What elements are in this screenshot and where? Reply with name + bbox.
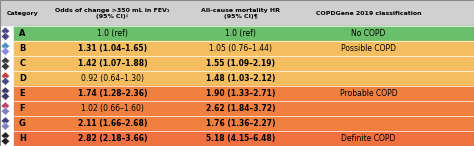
Text: Definite COPD: Definite COPD: [341, 134, 396, 143]
Polygon shape: [1, 122, 9, 130]
Text: 2.11 (1.66–2.68): 2.11 (1.66–2.68): [78, 119, 147, 128]
Polygon shape: [1, 77, 9, 85]
Text: 1.02 (0.66–1.60): 1.02 (0.66–1.60): [81, 104, 144, 113]
Polygon shape: [1, 92, 9, 100]
Polygon shape: [1, 57, 9, 65]
Text: A: A: [19, 29, 26, 38]
Text: G: G: [19, 119, 26, 128]
Text: H: H: [19, 134, 26, 143]
FancyBboxPatch shape: [14, 86, 474, 101]
Text: 1.0 (ref): 1.0 (ref): [225, 29, 256, 38]
Polygon shape: [1, 132, 9, 140]
Text: 5.18 (4.15–6.48): 5.18 (4.15–6.48): [206, 134, 275, 143]
Text: 1.76 (1.36–2.27): 1.76 (1.36–2.27): [206, 119, 275, 128]
Polygon shape: [1, 107, 9, 115]
Polygon shape: [1, 32, 9, 40]
Text: Odds of change >350 mL in FEV₁
(95% CI)♯: Odds of change >350 mL in FEV₁ (95% CI)♯: [55, 7, 170, 19]
Text: 1.48 (1.03–2.12): 1.48 (1.03–2.12): [206, 74, 275, 83]
Text: E: E: [20, 89, 25, 98]
Polygon shape: [1, 102, 9, 110]
FancyBboxPatch shape: [14, 41, 474, 56]
Text: Probable COPD: Probable COPD: [340, 89, 397, 98]
Text: 1.74 (1.28–2.36): 1.74 (1.28–2.36): [78, 89, 147, 98]
FancyBboxPatch shape: [14, 116, 474, 131]
FancyBboxPatch shape: [14, 56, 474, 71]
Text: Possible COPD: Possible COPD: [341, 44, 396, 53]
Text: C: C: [19, 59, 26, 68]
Text: 1.0 (ref): 1.0 (ref): [97, 29, 128, 38]
Polygon shape: [1, 62, 9, 70]
Text: No COPD: No COPD: [351, 29, 386, 38]
Text: COPDGene 2019 classification: COPDGene 2019 classification: [316, 11, 421, 16]
Text: Category: Category: [7, 11, 38, 16]
Text: 1.31 (1.04–1.65): 1.31 (1.04–1.65): [78, 44, 147, 53]
Text: 1.55 (1.09–2.19): 1.55 (1.09–2.19): [206, 59, 275, 68]
FancyBboxPatch shape: [14, 101, 474, 116]
Text: D: D: [19, 74, 26, 83]
Polygon shape: [1, 72, 9, 80]
Text: F: F: [20, 104, 25, 113]
Text: 2.82 (2.18–3.66): 2.82 (2.18–3.66): [78, 134, 147, 143]
Text: B: B: [19, 44, 26, 53]
Text: 1.90 (1.33–2.71): 1.90 (1.33–2.71): [206, 89, 275, 98]
Polygon shape: [1, 137, 9, 145]
Text: 2.62 (1.84–3.72): 2.62 (1.84–3.72): [206, 104, 275, 113]
Text: 0.92 (0.64–1.30): 0.92 (0.64–1.30): [81, 74, 144, 83]
FancyBboxPatch shape: [0, 0, 474, 26]
FancyBboxPatch shape: [14, 71, 474, 86]
Polygon shape: [1, 27, 9, 35]
Polygon shape: [1, 47, 9, 55]
Text: All-cause mortality HR
(95% CI)¶: All-cause mortality HR (95% CI)¶: [201, 8, 280, 19]
FancyBboxPatch shape: [14, 26, 474, 41]
Text: 1.05 (0.76–1.44): 1.05 (0.76–1.44): [209, 44, 272, 53]
Polygon shape: [1, 117, 9, 125]
FancyBboxPatch shape: [14, 131, 474, 146]
Polygon shape: [1, 87, 9, 95]
Text: 1.42 (1.07–1.88): 1.42 (1.07–1.88): [78, 59, 147, 68]
Polygon shape: [1, 42, 9, 50]
